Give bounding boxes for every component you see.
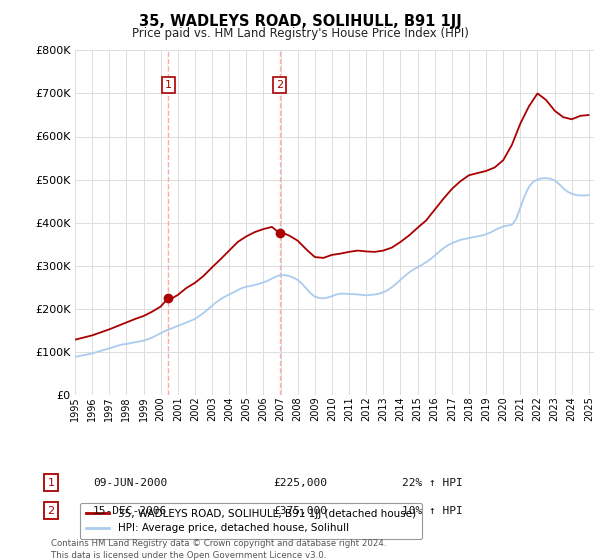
Text: 35, WADLEYS ROAD, SOLIHULL, B91 1JJ: 35, WADLEYS ROAD, SOLIHULL, B91 1JJ: [139, 14, 461, 29]
Text: 2: 2: [47, 506, 55, 516]
Text: 09-JUN-2000: 09-JUN-2000: [93, 478, 167, 488]
Text: Contains HM Land Registry data © Crown copyright and database right 2024.
This d: Contains HM Land Registry data © Crown c…: [51, 539, 386, 559]
Text: 1: 1: [47, 478, 55, 488]
Legend: 35, WADLEYS ROAD, SOLIHULL, B91 1JJ (detached house), HPI: Average price, detach: 35, WADLEYS ROAD, SOLIHULL, B91 1JJ (det…: [80, 503, 422, 539]
Text: 22% ↑ HPI: 22% ↑ HPI: [402, 478, 463, 488]
Text: £375,000: £375,000: [273, 506, 327, 516]
Text: Price paid vs. HM Land Registry's House Price Index (HPI): Price paid vs. HM Land Registry's House …: [131, 27, 469, 40]
Text: £225,000: £225,000: [273, 478, 327, 488]
Text: 15-DEC-2006: 15-DEC-2006: [93, 506, 167, 516]
Text: 2: 2: [276, 80, 283, 90]
Text: 10% ↑ HPI: 10% ↑ HPI: [402, 506, 463, 516]
Text: 1: 1: [165, 80, 172, 90]
